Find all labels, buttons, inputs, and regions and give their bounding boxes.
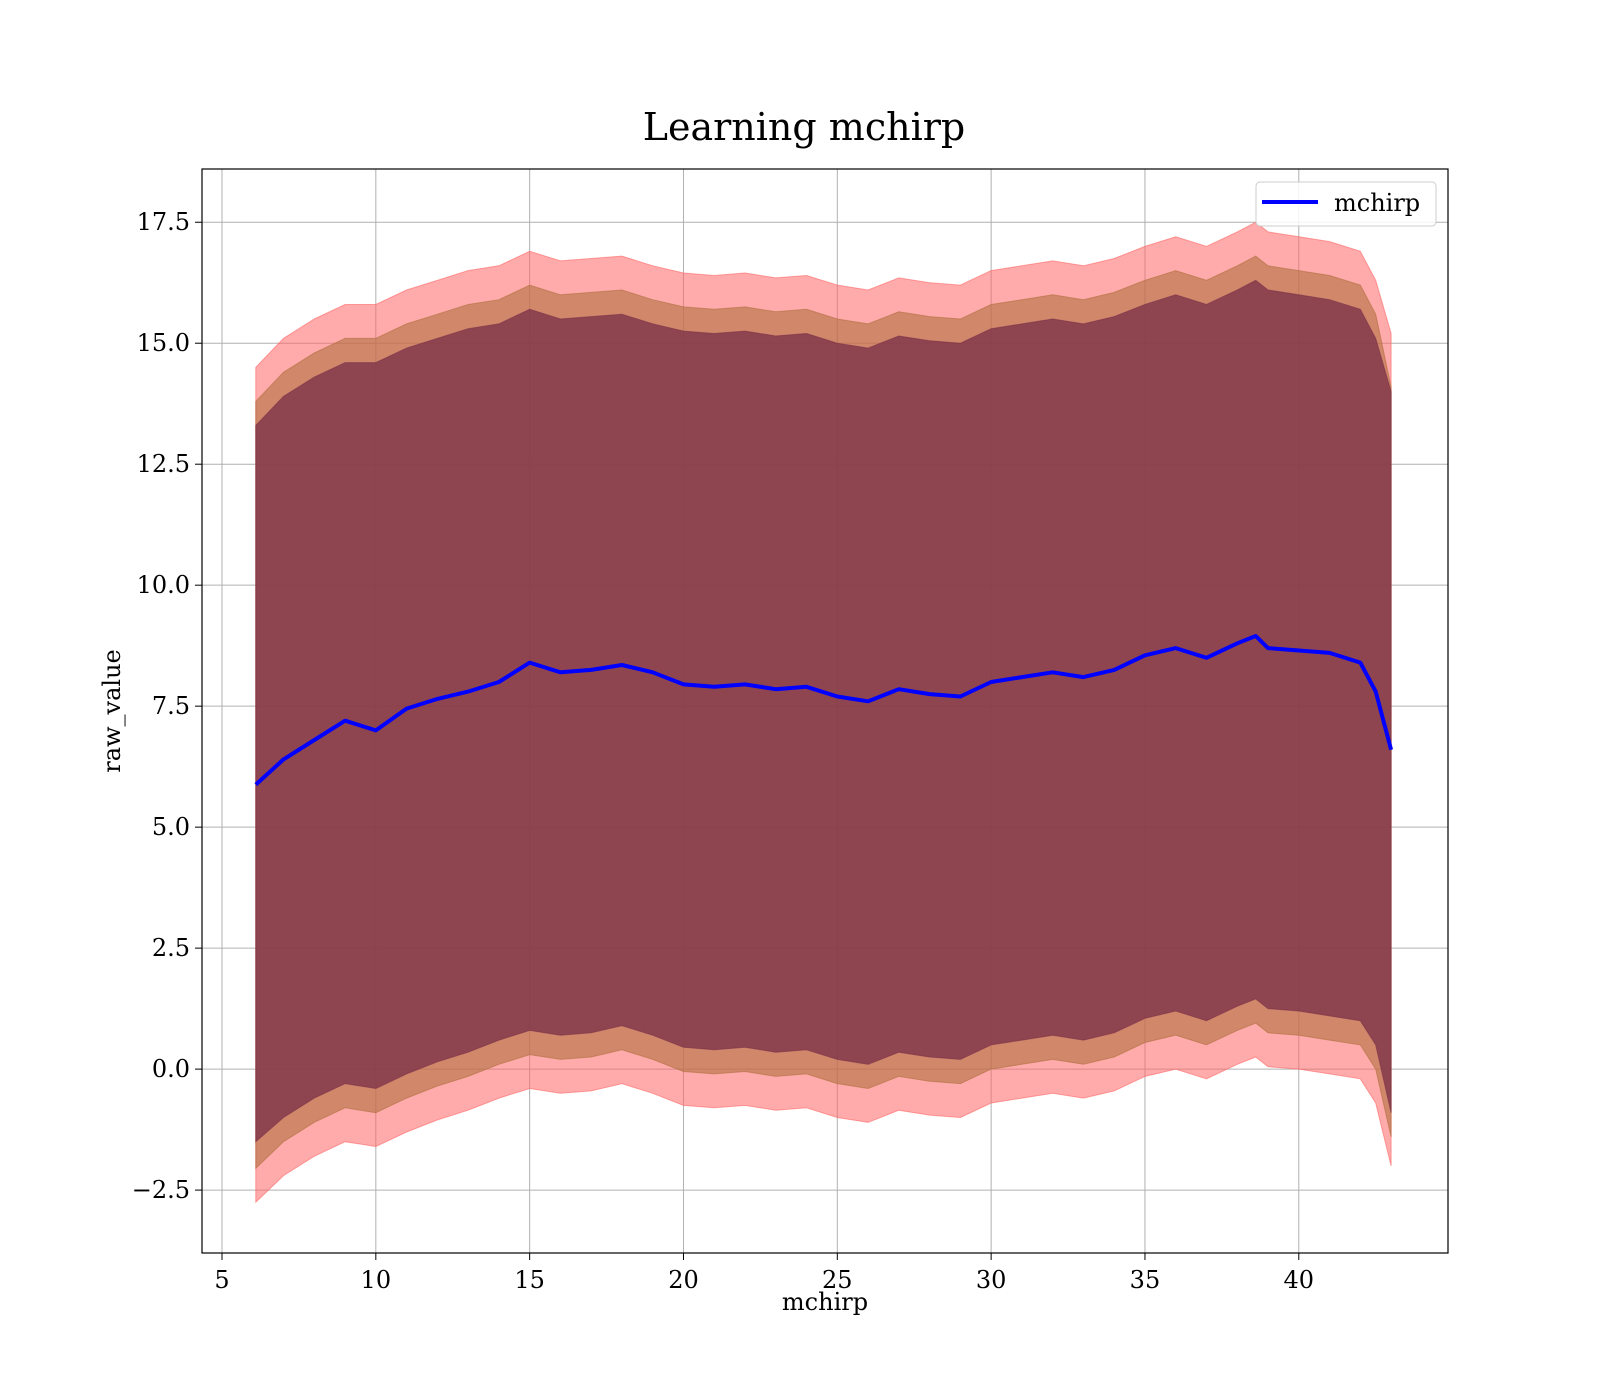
x-axis-ticks: 5 10 15 20 25 30 35 40 <box>214 1253 1314 1294</box>
chart-title: Learning mchirp <box>643 105 965 149</box>
y-tick-label: 7.5 <box>152 692 190 720</box>
series-line-mchirp <box>254 634 1394 787</box>
y-axis-ticks: −2.5 0.0 2.5 5.0 7.5 10.0 12.5 15.0 17.5 <box>132 208 202 1204</box>
x-tick-label: 10 <box>361 1266 392 1294</box>
y-tick-label: 5.0 <box>152 813 190 841</box>
x-tick-label: 15 <box>514 1266 545 1294</box>
legend-box <box>1255 181 1437 227</box>
x-tick-label: 5 <box>214 1266 229 1294</box>
x-tick-label: 30 <box>976 1266 1007 1294</box>
series-line-layer <box>254 634 1394 787</box>
y-tick-label: 15.0 <box>137 329 190 357</box>
band-fills <box>255 221 1392 1204</box>
y-tick-label: 17.5 <box>137 208 190 236</box>
legend-label: mchirp <box>1334 189 1420 217</box>
x-tick-label: 40 <box>1284 1266 1315 1294</box>
y-tick-label: 0.0 <box>152 1055 190 1083</box>
x-tick-label: 35 <box>1130 1266 1161 1294</box>
y-tick-label: 2.5 <box>152 934 190 962</box>
band-inner <box>255 279 1392 1143</box>
y-axis-label: raw_value <box>98 649 126 773</box>
y-tick-label: −2.5 <box>132 1176 190 1204</box>
x-tick-label: 20 <box>668 1266 699 1294</box>
y-tick-label: 12.5 <box>137 450 190 478</box>
y-tick-label: 10.0 <box>137 571 190 599</box>
x-tick-label: 25 <box>822 1266 853 1294</box>
x-axis-label: mchirp <box>782 1288 868 1316</box>
legend: mchirp <box>1255 181 1437 227</box>
plot-frame <box>201 168 1449 1254</box>
